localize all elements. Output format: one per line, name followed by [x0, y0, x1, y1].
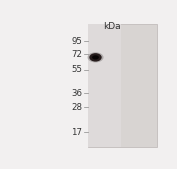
Text: kDa: kDa: [103, 22, 121, 31]
Text: 72: 72: [72, 50, 82, 59]
Text: 55: 55: [72, 65, 82, 74]
Text: 17: 17: [72, 128, 82, 137]
Bar: [88, 24, 157, 147]
Ellipse shape: [92, 55, 99, 59]
Text: 28: 28: [72, 103, 82, 112]
Text: 95: 95: [72, 37, 82, 46]
Text: 36: 36: [72, 89, 82, 98]
Ellipse shape: [87, 52, 104, 62]
Bar: [88, 24, 121, 147]
Ellipse shape: [89, 53, 102, 62]
